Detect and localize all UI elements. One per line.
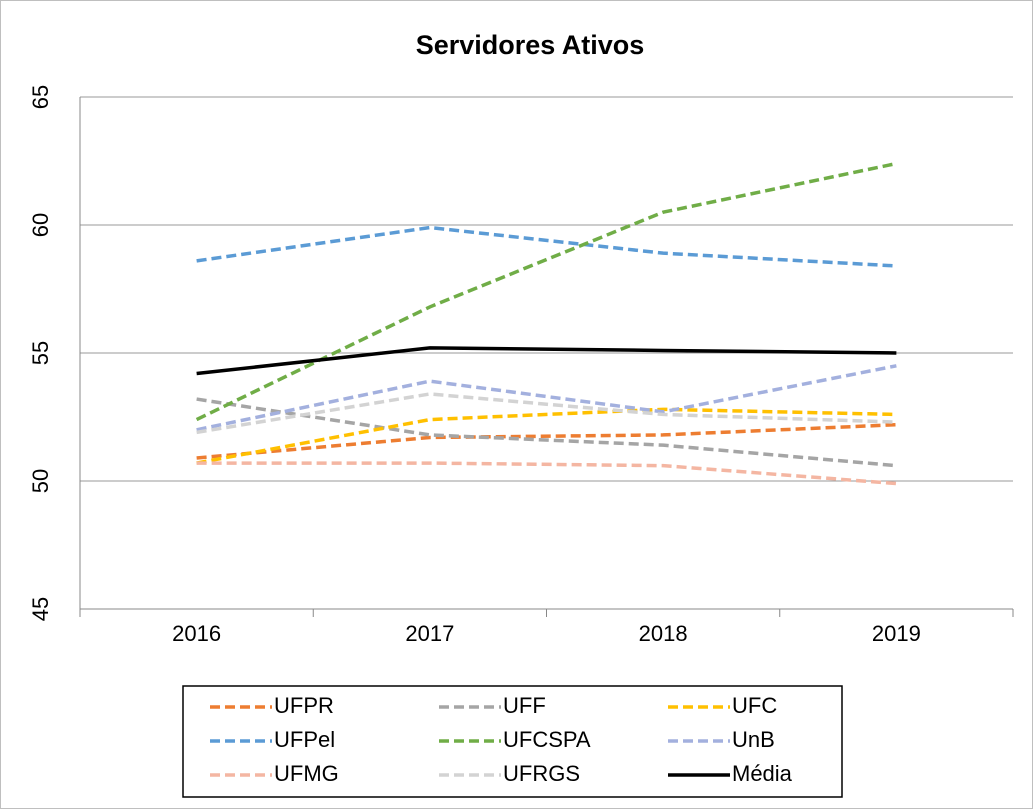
legend-label: UFF xyxy=(503,693,546,718)
x-tick-label: 2019 xyxy=(872,621,921,646)
series-line xyxy=(196,346,897,376)
y-tick-label: 65 xyxy=(28,85,53,109)
legend-label: Média xyxy=(732,761,793,786)
y-tick-label: 55 xyxy=(28,341,53,365)
legend-label: UFRGS xyxy=(503,761,580,786)
chart-title: Servidores Ativos xyxy=(416,30,645,60)
x-tick-label: 2018 xyxy=(639,621,688,646)
series-line xyxy=(196,364,897,432)
x-tick-label: 2017 xyxy=(405,621,454,646)
legend-label: UFPel xyxy=(274,727,335,752)
series-line xyxy=(196,225,897,268)
y-tick-label: 45 xyxy=(28,597,53,621)
x-tick-label: 2016 xyxy=(172,621,221,646)
series-line xyxy=(196,397,897,468)
series-line xyxy=(196,461,897,486)
legend-label: UFPR xyxy=(274,693,334,718)
y-tick-label: 50 xyxy=(28,469,53,493)
legend-label: UFC xyxy=(732,693,777,718)
legend-box xyxy=(182,685,843,798)
legend-label: UFMG xyxy=(274,761,339,786)
series-line xyxy=(195,161,897,422)
series-line xyxy=(196,422,897,460)
series-line xyxy=(196,392,897,435)
legend-label: UFCSPA xyxy=(503,727,591,752)
series-line xyxy=(196,407,897,465)
y-tick-label: 60 xyxy=(28,213,53,237)
legend-label: UnB xyxy=(732,727,775,752)
